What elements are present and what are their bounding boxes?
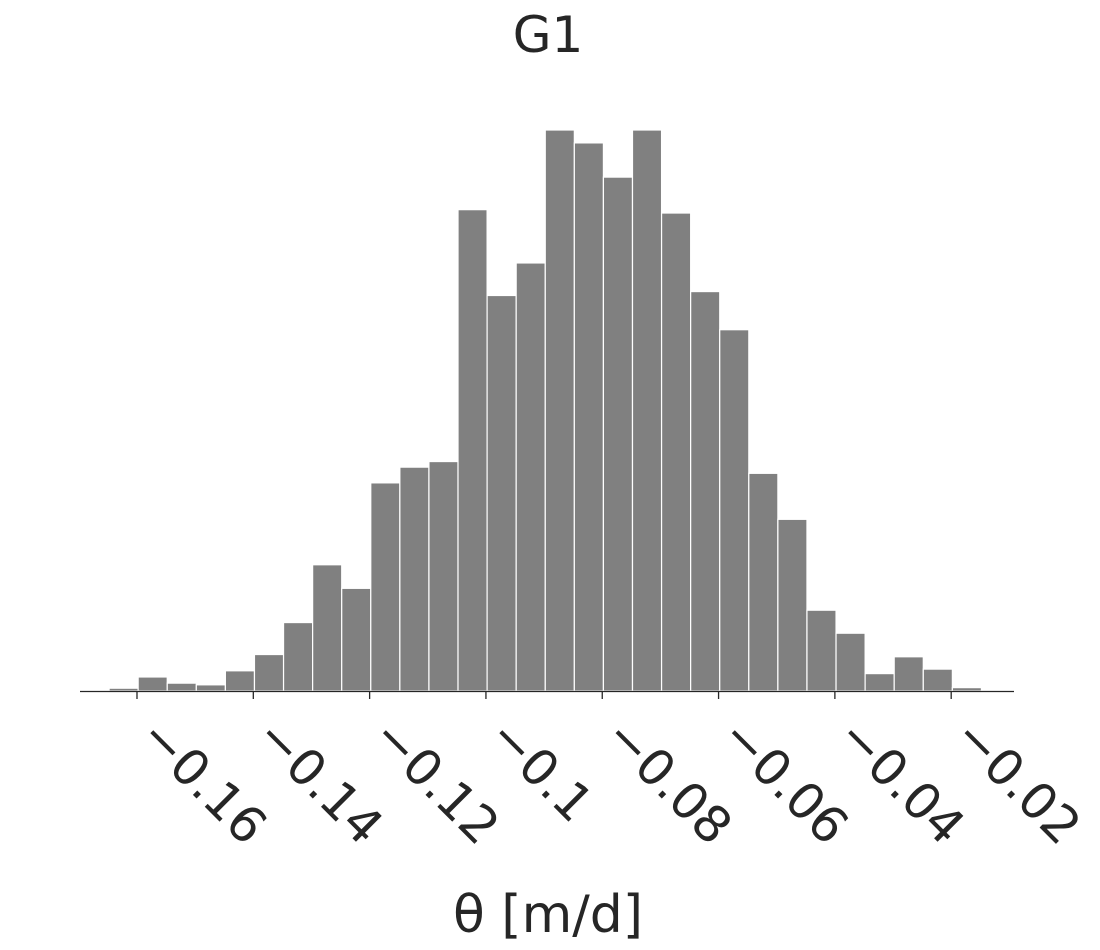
histogram-bar	[922, 668, 953, 692]
histogram-bar	[544, 129, 575, 692]
histogram-bar	[137, 676, 168, 692]
histogram-bar	[631, 129, 663, 692]
histogram-bar	[690, 290, 721, 692]
x-axis-label: θ [m/d]	[453, 885, 643, 945]
histogram-bar	[108, 687, 139, 692]
histogram-bar	[486, 294, 517, 692]
chart-title: G1	[513, 6, 584, 64]
histogram-bar	[951, 687, 983, 692]
histogram-bar	[166, 682, 197, 692]
histogram-bar	[864, 673, 895, 692]
histogram-bar	[428, 460, 459, 692]
x-tick-label: −0.12	[361, 706, 510, 855]
histogram-bar	[312, 564, 343, 692]
x-tick-label: −0.04	[826, 706, 975, 855]
histogram-bar	[370, 482, 401, 692]
histogram-bar	[457, 209, 488, 692]
histogram-bar	[719, 329, 750, 692]
histogram-bar	[224, 670, 256, 692]
histogram-bar	[515, 262, 546, 692]
histogram-bar	[660, 212, 692, 692]
histogram-bar	[602, 176, 634, 692]
histogram-bar	[399, 466, 430, 692]
x-axis-ticks: −0.16−0.14−0.12−0.1−0.08−0.06−0.04−0.02	[129, 691, 1092, 856]
histogram-bar	[806, 609, 837, 692]
histogram-bar	[282, 621, 314, 692]
x-tick-label: −0.16	[129, 706, 278, 855]
x-tick-label: −0.08	[594, 706, 743, 855]
histogram-bar	[748, 472, 779, 692]
histogram-bar	[573, 142, 605, 692]
histogram-bar	[777, 518, 808, 692]
histogram-bar	[893, 656, 924, 692]
histogram-bars	[108, 129, 983, 692]
x-tick-label: −0.14	[245, 706, 394, 855]
histogram-bar	[341, 587, 372, 692]
histogram-bar	[835, 632, 866, 692]
histogram-bar	[253, 653, 285, 692]
x-tick-label: −0.06	[710, 706, 859, 855]
x-tick-label: −0.02	[943, 706, 1092, 855]
histogram-bar	[195, 684, 226, 692]
